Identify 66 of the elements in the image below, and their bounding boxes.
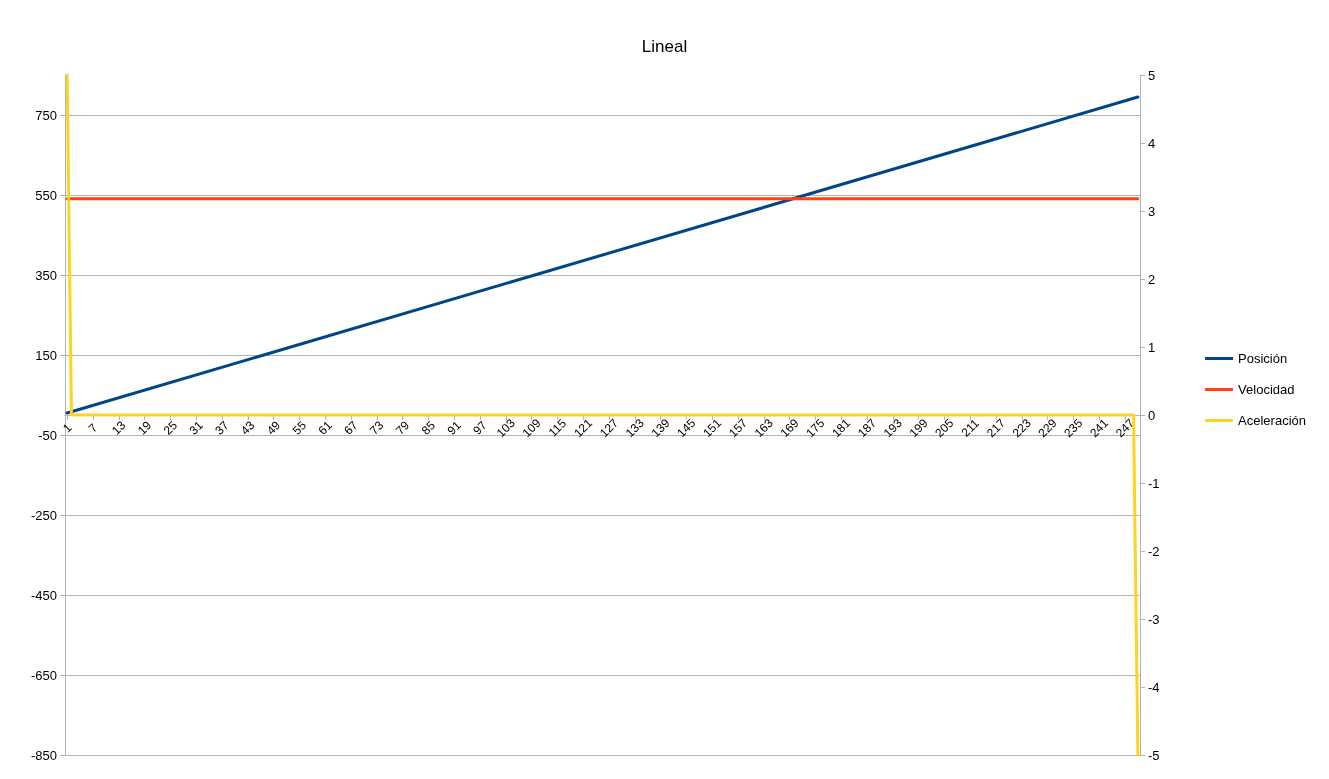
y2-tick-label: -5 — [1148, 747, 1160, 763]
y2-tick-label: -4 — [1148, 679, 1160, 695]
x-tick-label: 175 — [803, 415, 828, 441]
x-tick-label: 187 — [854, 415, 880, 441]
x-tick-label: 151 — [700, 415, 725, 441]
x-tick-label: 247 — [1112, 415, 1138, 441]
x-tick-label: 13 — [109, 418, 129, 438]
y2-tick-label: 3 — [1148, 203, 1156, 219]
x-tick-label: 169 — [777, 415, 802, 441]
y-tick-label: -250 — [30, 507, 57, 523]
x-tick-label: 127 — [596, 415, 622, 441]
x-tick-label: 109 — [519, 415, 544, 441]
x-tick-label: 139 — [648, 415, 673, 441]
y-tick-label: 550 — [35, 187, 57, 203]
x-tick-label: 205 — [932, 415, 957, 441]
y-tick-label: -650 — [30, 667, 57, 683]
x-tick-label: 85 — [418, 418, 439, 438]
x-tick-label: 49 — [263, 418, 284, 438]
x-tick-label: 157 — [725, 415, 751, 441]
x-tick-label: 181 — [829, 415, 854, 441]
x-tick-label: 37 — [212, 418, 232, 438]
x-tick-label: 43 — [238, 418, 258, 438]
x-tick-label: 229 — [1035, 415, 1060, 441]
y-tick-label: 350 — [35, 267, 57, 283]
x-tick-label: 241 — [1087, 415, 1112, 441]
y2-tick-label: 5 — [1148, 67, 1156, 83]
x-tick-label: 145 — [674, 415, 699, 441]
y2-tick-label: -2 — [1148, 543, 1160, 559]
y-tick-label: 750 — [35, 107, 57, 123]
x-tick-label: 217 — [983, 415, 1009, 441]
x-tick-label: 67 — [341, 418, 361, 438]
legend-label: Aceleración — [1238, 413, 1307, 428]
y2-tick-label: -3 — [1148, 611, 1160, 627]
y2-tick-label: 0 — [1148, 407, 1156, 423]
x-tick-label: 1 — [59, 420, 75, 436]
y-tick-label: -850 — [30, 747, 57, 763]
x-tick-label: 97 — [470, 418, 490, 438]
x-tick-label: 73 — [367, 418, 387, 438]
legend-label: Posición — [1238, 351, 1288, 366]
x-tick-label: 7 — [85, 420, 101, 436]
x-tick-label: 199 — [906, 415, 931, 441]
chart-title: Lineal — [641, 37, 688, 56]
x-tick-label: 193 — [880, 415, 905, 441]
x-tick-label: 19 — [134, 418, 155, 438]
x-tick-label: 235 — [1061, 415, 1086, 441]
x-tick-label: 55 — [289, 418, 310, 438]
x-tick-label: 79 — [392, 418, 413, 438]
y-tick-label: -50 — [38, 427, 57, 443]
x-tick-label: 31 — [186, 418, 207, 438]
y-tick-label: -450 — [30, 587, 57, 603]
y2-tick-label: 2 — [1148, 271, 1156, 287]
x-tick-label: 163 — [751, 415, 776, 441]
legend-label: Velocidad — [1238, 382, 1295, 397]
x-tick-label: 25 — [160, 418, 181, 438]
x-tick-label: 61 — [315, 418, 336, 438]
x-tick-label: 91 — [444, 418, 465, 438]
y2-tick-label: -1 — [1148, 475, 1160, 491]
y2-tick-label: 4 — [1148, 135, 1156, 151]
x-tick-label: 223 — [1009, 415, 1034, 441]
x-tick-label: 211 — [958, 416, 983, 440]
y2-tick-label: 1 — [1148, 339, 1156, 355]
x-tick-label: 115 — [545, 416, 570, 440]
y-tick-label: 150 — [35, 347, 57, 363]
x-tick-label: 121 — [571, 415, 596, 441]
x-tick-label: 103 — [493, 415, 518, 441]
x-tick-label: 133 — [622, 415, 647, 441]
